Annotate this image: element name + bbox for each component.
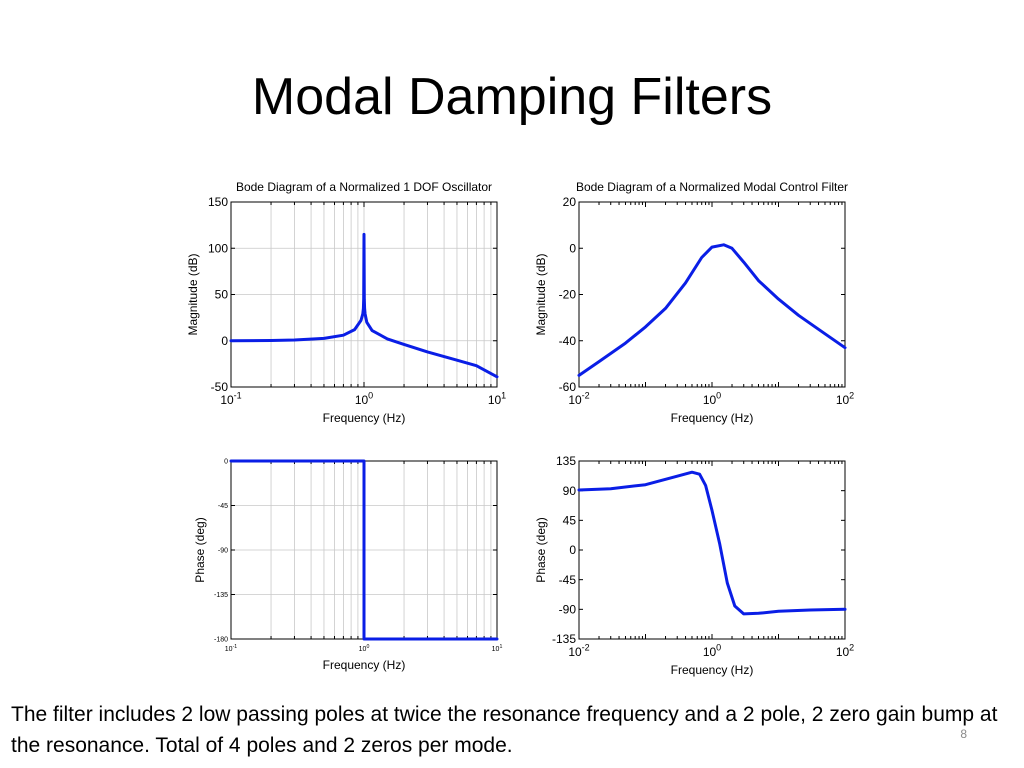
x-tick-exponent: 0 (366, 644, 369, 650)
x-tick-base: 10 (836, 393, 850, 407)
x-axis-label: Frequency (Hz) (671, 663, 754, 677)
plot-frame (578, 201, 846, 388)
x-tick-base: 10 (225, 646, 233, 653)
series-line (229, 232, 499, 379)
y-tick-label: -180 (214, 636, 228, 643)
x-axis-label: Frequency (Hz) (323, 658, 406, 672)
y-axis-label: Phase (deg) (534, 517, 548, 582)
y-tick-label: 135 (556, 454, 576, 468)
chart-title: Bode Diagram of a Normalized 1 DOF Oscil… (236, 180, 492, 194)
x-tick-exponent: 0 (716, 643, 721, 653)
x-tick-exponent: -2 (582, 643, 590, 653)
x-tick-exponent: -2 (582, 391, 590, 401)
x-tick-label: 10-2 (568, 643, 589, 659)
x-tick-base: 10 (488, 393, 502, 407)
y-tick-label: -60 (559, 380, 577, 394)
x-axis-label: Frequency (Hz) (323, 411, 406, 425)
x-tick-label: 100 (359, 644, 370, 653)
x-tick-exponent: 1 (499, 644, 502, 650)
y-tick-label: 0 (569, 241, 576, 255)
y-tick-label: 100 (208, 241, 228, 255)
slide-number: 8 (960, 727, 967, 741)
slide-title: Modal Damping Filters (251, 68, 773, 126)
x-tick-base: 10 (492, 646, 500, 653)
x-tick-base: 10 (220, 393, 234, 407)
x-tick-base: 10 (568, 393, 582, 407)
y-tick-label: 0 (224, 458, 228, 465)
y-tick-label: 20 (563, 195, 577, 209)
chart-title: Bode Diagram of a Normalized Modal Contr… (576, 180, 848, 194)
x-tick-label: 10-1 (225, 644, 238, 653)
x-tick-exponent: -1 (233, 644, 238, 650)
y-tick-label: -135 (214, 592, 228, 599)
y-tick-label: -45 (559, 573, 577, 587)
y-axis-label: Phase (deg) (193, 517, 207, 582)
x-tick-exponent: 1 (501, 391, 506, 401)
x-tick-base: 10 (568, 645, 582, 659)
x-tick-label: 10-2 (568, 391, 589, 407)
x-tick-label: 100 (703, 643, 721, 659)
y-tick-label: 0 (221, 334, 228, 348)
y-tick-label: -45 (218, 503, 228, 510)
x-tick-base: 10 (359, 646, 367, 653)
y-tick-label: 150 (208, 195, 228, 209)
x-tick-label: 100 (703, 391, 721, 407)
y-tick-label: -135 (552, 632, 576, 646)
y-tick-label: 0 (569, 543, 576, 557)
y-tick-label: 90 (563, 484, 577, 498)
x-tick-label: 10-1 (220, 391, 241, 407)
x-tick-label: 101 (492, 644, 503, 653)
x-tick-label: 102 (836, 643, 854, 659)
x-tick-base: 10 (703, 393, 717, 407)
x-tick-exponent: 2 (849, 391, 854, 401)
x-tick-exponent: -1 (234, 391, 242, 401)
x-tick-exponent: 0 (716, 391, 721, 401)
y-axis-label: Magnitude (dB) (186, 253, 200, 335)
x-tick-label: 100 (355, 391, 373, 407)
y-tick-label: -90 (559, 603, 577, 617)
series-line (577, 243, 847, 377)
x-tick-label: 102 (836, 391, 854, 407)
y-tick-label: -90 (218, 547, 228, 554)
x-tick-exponent: 0 (368, 391, 373, 401)
x-tick-label: 101 (488, 391, 506, 407)
x-axis-label: Frequency (Hz) (671, 411, 754, 425)
y-tick-label: 45 (563, 514, 577, 528)
y-tick-label: -40 (559, 334, 577, 348)
x-tick-base: 10 (836, 645, 850, 659)
y-tick-label: 50 (215, 288, 229, 302)
series-line (577, 470, 847, 616)
series-line (229, 459, 499, 641)
slide-caption: The filter includes 2 low passing poles … (11, 703, 998, 757)
y-axis-label: Magnitude (dB) (534, 253, 548, 335)
x-tick-base: 10 (703, 645, 717, 659)
x-tick-exponent: 2 (849, 643, 854, 653)
y-tick-label: -50 (211, 380, 229, 394)
x-tick-base: 10 (355, 393, 369, 407)
y-tick-label: -20 (559, 288, 577, 302)
